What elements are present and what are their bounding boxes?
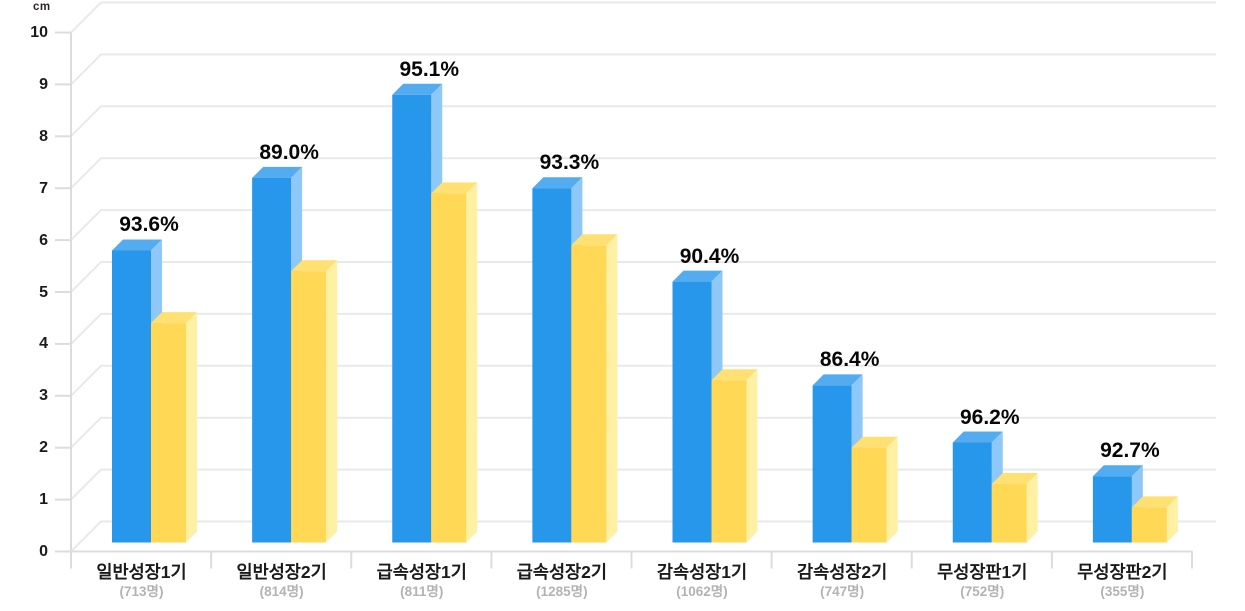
bar-front-face — [952, 442, 992, 543]
bar-front-face — [151, 323, 186, 543]
bar-top-face — [1131, 496, 1178, 508]
bar-front-face — [1092, 476, 1132, 543]
grid-line — [70, 520, 1216, 553]
category-count: (747명) — [820, 584, 865, 599]
grid-line — [70, 312, 1216, 345]
category-label: 급속성장1기 — [376, 562, 467, 582]
bar-side-face — [606, 234, 618, 543]
bar-side-face — [886, 436, 898, 543]
bar-front-face — [431, 193, 467, 543]
bar-top-face — [812, 374, 863, 386]
bar-front-face — [812, 385, 852, 543]
y-axis-tick-label: 9 — [39, 75, 48, 93]
grid-line — [70, 53, 1216, 86]
bar-side-face — [746, 369, 758, 543]
y-axis-unit-label: cm — [33, 1, 51, 13]
bar-front-face — [991, 484, 1027, 543]
bar-front-face — [1131, 507, 1167, 543]
y-axis-tick-label: 10 — [30, 24, 48, 41]
bar-front-face — [672, 281, 712, 543]
bar-top-face — [991, 473, 1038, 485]
bar-side-face — [186, 312, 197, 543]
percent-label: 95.1% — [399, 57, 460, 81]
y-axis-tick-label: 0 — [39, 543, 48, 560]
bar-side-face — [466, 182, 478, 543]
bar-side-face — [326, 260, 338, 543]
category-count: (814명) — [259, 584, 304, 599]
y-axis-tick-label: 3 — [39, 387, 48, 405]
y-axis-tick-label: 5 — [39, 283, 48, 301]
category-count: (1062명) — [676, 584, 728, 599]
percent-label: 89.0% — [259, 140, 319, 164]
y-axis-tick-label: 6 — [39, 231, 48, 249]
category-label: 감속성장2기 — [797, 562, 888, 582]
y-axis-tick-label: 4 — [39, 335, 48, 353]
bar-front-face — [291, 271, 327, 543]
category-label: 무성장판1기 — [937, 562, 1028, 582]
bar-top-face — [252, 166, 303, 178]
category-count: (752명) — [960, 584, 1005, 599]
category-label: 무성장판2기 — [1077, 562, 1168, 582]
percent-label: 86.4% — [819, 348, 880, 372]
bar-side-face — [1026, 473, 1038, 543]
category-count: (811명) — [400, 584, 444, 599]
grid-line — [70, 1, 1216, 34]
y-axis-tick-label: 8 — [39, 127, 48, 145]
grid-line — [70, 105, 1216, 138]
category-count: (713명) — [119, 584, 164, 599]
bar-front-face — [532, 188, 572, 543]
category-count: (1285명) — [536, 584, 588, 599]
bar-top-face — [1092, 465, 1143, 477]
grid-line — [70, 209, 1216, 241]
bar-top-face — [711, 369, 758, 381]
y-axis-tick-label: 1 — [39, 491, 48, 509]
bar-top-face — [392, 83, 443, 95]
bar-top-face — [112, 239, 162, 251]
category-label: 감속성장1기 — [656, 562, 748, 582]
bar-top-face — [532, 177, 583, 189]
category-label: 일반성장1기 — [96, 562, 187, 582]
bar-front-face — [851, 447, 887, 543]
percent-label: 96.2% — [959, 405, 1020, 429]
bar-front-face — [252, 177, 292, 543]
bar-front-face — [392, 94, 432, 543]
bar-front-face — [112, 250, 151, 543]
grid-line — [70, 364, 1216, 397]
category-label: 일반성장2기 — [236, 562, 327, 582]
percent-label: 92.7% — [1100, 439, 1160, 463]
grid-line — [70, 468, 1216, 501]
grid-line — [70, 261, 1216, 293]
bar-front-face — [571, 245, 607, 543]
bar-top-face — [151, 312, 197, 324]
bar-front-face — [711, 380, 747, 543]
grid-line — [70, 157, 1216, 189]
bar-top-face — [291, 260, 338, 272]
percent-label: 93.6% — [119, 213, 179, 237]
category-label: 급속성장2기 — [516, 562, 607, 582]
bar-side-face — [1166, 496, 1178, 543]
bar-top-face — [851, 436, 898, 448]
percent-label: 90.4% — [679, 244, 740, 268]
bar-top-face — [672, 270, 723, 282]
category-count: (355명) — [1100, 584, 1145, 599]
y-axis-tick-label: 7 — [39, 179, 48, 197]
percent-label: 93.3% — [539, 151, 600, 175]
y-axis-tick-label: 2 — [39, 439, 48, 457]
bar-top-face — [952, 431, 1003, 443]
bar-top-face — [571, 234, 618, 246]
bar-top-face — [431, 182, 478, 194]
